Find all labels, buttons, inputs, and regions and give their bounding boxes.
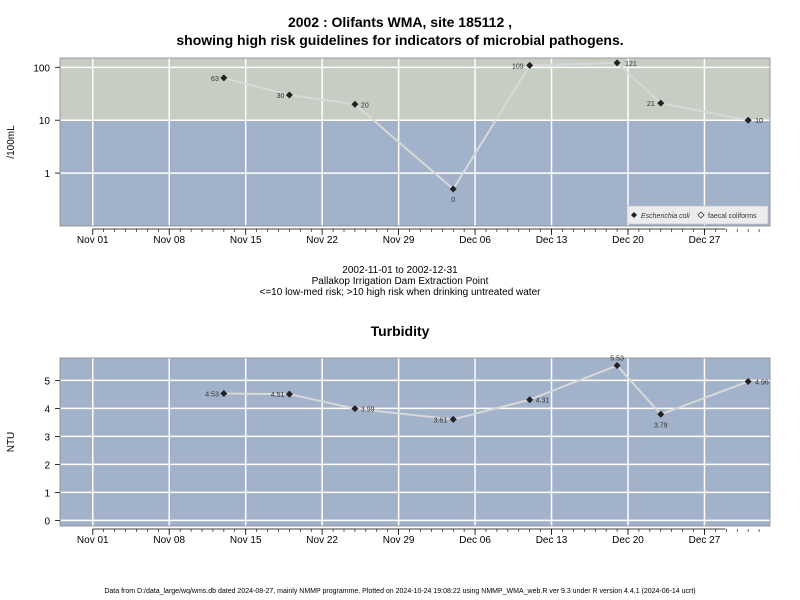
turbidity-x-tick-label: Nov 08 bbox=[153, 535, 185, 546]
y-tick-label: 100 bbox=[33, 63, 50, 74]
turbidity-point bbox=[744, 378, 752, 386]
y-tick-label: 5 bbox=[44, 376, 50, 387]
microbial-x-tick-label: Nov 01 bbox=[77, 235, 109, 246]
y-tick-label: 10 bbox=[39, 116, 51, 127]
date-range-subtitle: 2002-11-01 to 2002-12-31 bbox=[342, 265, 458, 276]
turbidity-point bbox=[285, 390, 293, 398]
turbidity-x-tick-label: Nov 29 bbox=[383, 535, 415, 546]
microbial-x-tick-label: Nov 15 bbox=[230, 235, 262, 246]
microbial-x-tick-label: Dec 06 bbox=[459, 235, 491, 246]
y-tick-label: 0 bbox=[44, 516, 50, 527]
ecoli-point bbox=[351, 100, 359, 108]
turbidity-plot-frame bbox=[59, 357, 771, 527]
turbidity-data-label: 3.61 bbox=[434, 417, 448, 424]
turbidity-x-tick-label: Dec 20 bbox=[612, 535, 644, 546]
ecoli-data-label: 30 bbox=[277, 93, 285, 100]
microbial-x-tick-label: Dec 27 bbox=[689, 235, 721, 246]
risk-guideline-subtitle: <=10 low-med risk; >10 high risk when dr… bbox=[259, 287, 541, 298]
microbial-x-tick-label: Dec 13 bbox=[536, 235, 568, 246]
turbidity-point bbox=[657, 410, 665, 418]
microbial-x-tick-label: Nov 08 bbox=[153, 235, 185, 246]
ecoli-point bbox=[744, 116, 752, 124]
turbidity-point bbox=[449, 415, 457, 423]
turbidity-x-tick-label: Dec 06 bbox=[459, 535, 491, 546]
ecoli-data-label: 109 bbox=[512, 63, 524, 70]
ecoli-data-label: 63 bbox=[211, 76, 219, 83]
site-name-subtitle: Pallakop Irrigation Dam Extraction Point bbox=[311, 276, 489, 287]
chart-title-line2: showing high risk guidelines for indicat… bbox=[176, 32, 624, 48]
turbidity-data-label: 4.53 bbox=[205, 392, 219, 399]
legend-open-diamond-icon bbox=[697, 211, 705, 219]
ecoli-data-label: 10 bbox=[755, 118, 763, 125]
legend-filled-diamond-icon bbox=[631, 212, 637, 218]
turbidity-data-label: 4.51 bbox=[271, 392, 285, 399]
turbidity-plot-area bbox=[60, 358, 770, 526]
turbidity-chart-title: Turbidity bbox=[370, 323, 430, 339]
y-tick-label: 2 bbox=[44, 460, 50, 471]
turbidity-series-line bbox=[223, 364, 749, 421]
plot-frame bbox=[59, 57, 771, 227]
legend-ecoli-label: Escherichia coli bbox=[641, 213, 690, 220]
turbidity-data-label: 4.96 bbox=[755, 380, 769, 387]
legend-faecal-coliforms-label: faecal coliforms bbox=[708, 213, 757, 220]
turbidity-data-label: 3.99 bbox=[361, 407, 375, 414]
turbidity-data-label: 4.31 bbox=[536, 398, 550, 405]
data-source-footer: Data from D:/data_large/wq/wms.db dated … bbox=[104, 588, 696, 595]
ecoli-point bbox=[449, 185, 457, 193]
turbidity-point bbox=[351, 405, 359, 413]
turbidity-point bbox=[220, 390, 228, 398]
turbidity-x-tick-label: Nov 15 bbox=[230, 535, 262, 546]
high-risk-zone bbox=[60, 58, 770, 121]
ecoli-point bbox=[526, 61, 534, 69]
ecoli-data-label: 20 bbox=[361, 102, 369, 109]
y-tick-label: 1 bbox=[44, 488, 50, 499]
y-tick-label: 3 bbox=[44, 432, 50, 443]
turbidity-x-tick-label: Dec 27 bbox=[689, 535, 721, 546]
turbidity-x-tick-label: Dec 13 bbox=[536, 535, 568, 546]
ecoli-point bbox=[613, 59, 621, 67]
turbidity-x-tick-label: Nov 22 bbox=[306, 535, 338, 546]
y-axis-label: /100mL bbox=[6, 125, 17, 159]
turbidity-point bbox=[613, 362, 621, 370]
turbidity-data-label: 3.79 bbox=[654, 422, 668, 429]
turbidity-y-axis-label: NTU bbox=[6, 432, 17, 453]
y-tick-label: 4 bbox=[44, 404, 50, 415]
turbidity-point bbox=[526, 396, 534, 404]
chart-title-line1: 2002 : Olifants WMA, site 185112 , bbox=[287, 14, 513, 30]
microbial-x-tick-label: Nov 29 bbox=[383, 235, 415, 246]
ecoli-data-label: 121 bbox=[625, 61, 637, 68]
ecoli-point bbox=[657, 99, 665, 107]
ecoli-series-line bbox=[223, 61, 749, 191]
turbidity-x-tick-label: Nov 01 bbox=[77, 535, 109, 546]
ecoli-data-label: 0 bbox=[451, 197, 455, 204]
ecoli-point bbox=[220, 74, 228, 82]
ecoli-point bbox=[285, 91, 293, 99]
turbidity-data-label: 5.53 bbox=[610, 356, 624, 363]
microbial-x-tick-label: Dec 20 bbox=[612, 235, 644, 246]
y-tick-label: 1 bbox=[44, 169, 50, 180]
ecoli-data-label: 21 bbox=[647, 101, 655, 108]
microbial-x-tick-label: Nov 22 bbox=[306, 235, 338, 246]
